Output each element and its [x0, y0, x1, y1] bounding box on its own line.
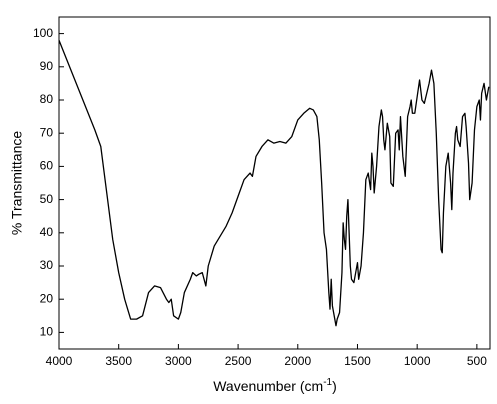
y-tick-label: 80 — [40, 92, 54, 106]
x-tick-label: 1000 — [404, 354, 431, 368]
x-tick-label: 1500 — [344, 354, 371, 368]
plot-frame — [58, 16, 491, 350]
y-tick-label: 60 — [40, 159, 54, 173]
x-tick-label: 3500 — [105, 354, 132, 368]
x-tick-label: 4000 — [46, 354, 73, 368]
y-tick-label: 90 — [40, 59, 54, 73]
y-axis-label: % Transmittance — [9, 131, 25, 235]
x-tick-label: 500 — [467, 354, 487, 368]
x-tick-label: 2000 — [284, 354, 311, 368]
y-tick-label: 50 — [40, 192, 54, 206]
x-label-sup: -1 — [323, 377, 332, 388]
y-tick-label: 10 — [40, 325, 54, 339]
y-tick-label: 100 — [33, 26, 53, 40]
x-axis-label: Wavenumber (cm-1) — [213, 377, 337, 394]
x-label-end: ) — [332, 378, 337, 394]
x-tick-label: 2500 — [225, 354, 252, 368]
y-tick-label: 20 — [40, 291, 54, 305]
y-tick-label: 40 — [40, 225, 54, 239]
spectrum-line — [58, 39, 490, 327]
y-tick-label: 70 — [40, 125, 54, 139]
x-tick-label: 3000 — [165, 354, 192, 368]
x-label-text: Wavenumber (cm — [213, 378, 323, 394]
y-tick-label: 30 — [40, 258, 54, 272]
